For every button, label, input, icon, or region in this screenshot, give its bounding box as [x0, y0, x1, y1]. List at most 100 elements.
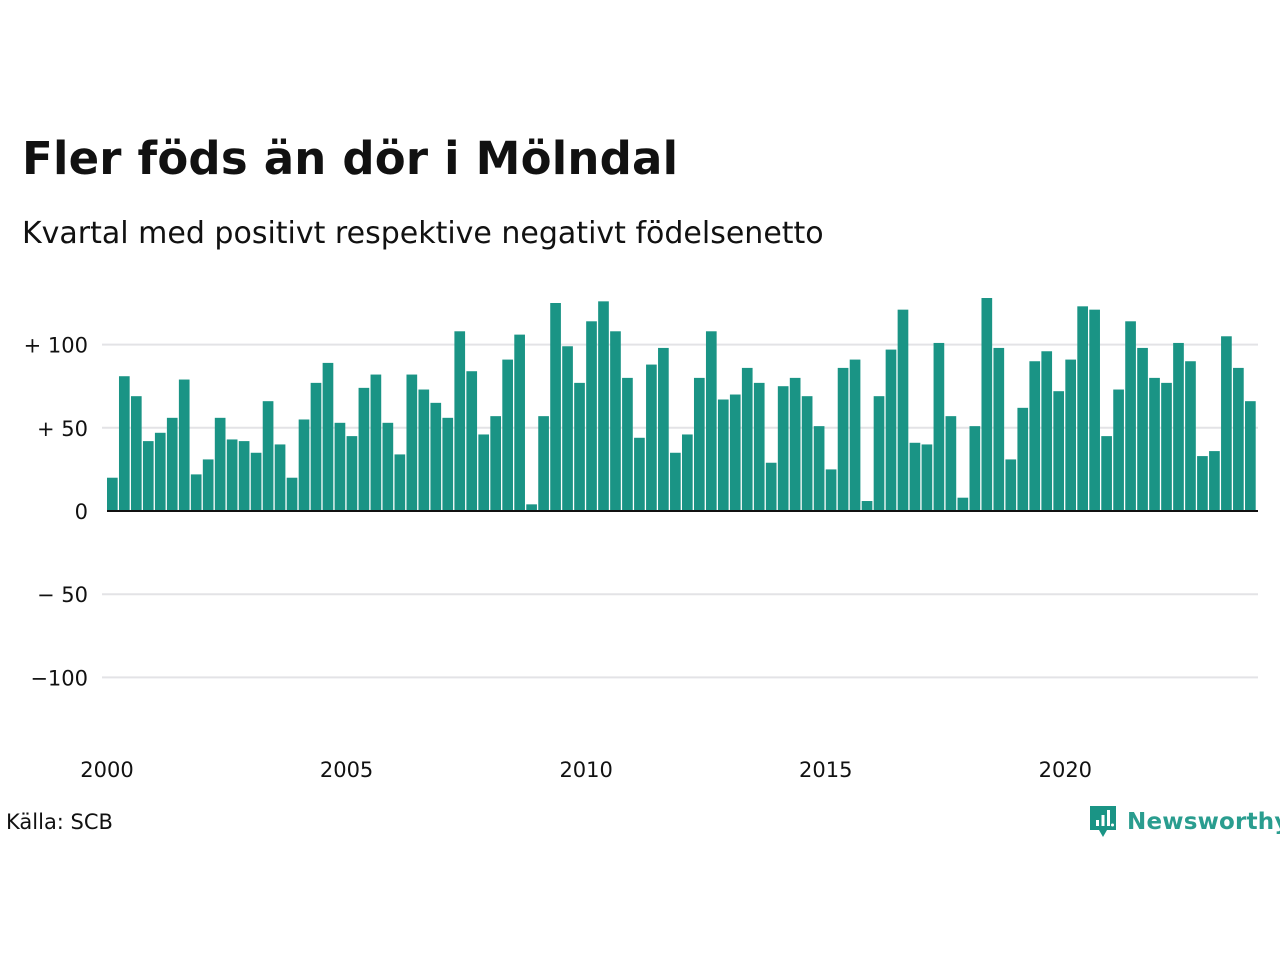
bar	[717, 399, 729, 511]
bar	[322, 362, 334, 511]
bar	[526, 504, 537, 511]
bar	[1221, 336, 1232, 511]
bar	[1233, 367, 1244, 511]
bar	[166, 417, 178, 511]
bar	[693, 377, 705, 511]
bar	[1125, 321, 1136, 511]
bar	[993, 347, 1005, 511]
bar	[190, 474, 202, 511]
bar	[358, 387, 370, 511]
bar	[1101, 436, 1112, 511]
bar	[118, 376, 130, 511]
bar	[825, 469, 837, 511]
bar	[741, 367, 753, 511]
bar	[430, 402, 442, 511]
bar	[262, 401, 274, 511]
newsworthy-logo-icon	[1090, 806, 1116, 837]
bar	[286, 477, 298, 511]
bar	[789, 377, 801, 511]
bar	[861, 501, 873, 511]
bar	[178, 379, 190, 511]
bar	[897, 309, 909, 511]
bar	[777, 386, 789, 511]
bar	[885, 349, 897, 511]
y-tick-label: 0	[75, 500, 88, 524]
y-tick-label: + 50	[37, 417, 88, 441]
newsworthy-logo[interactable]: Newsworthy	[1088, 804, 1280, 840]
bar-chart: + 100 + 50 0 − 50 −100 2000 2005 2010 2015 2020	[24, 298, 1258, 782]
bar	[909, 442, 921, 511]
x-tick-label: 2005	[320, 758, 373, 782]
bar	[310, 382, 322, 511]
bar	[957, 497, 969, 511]
bar	[753, 382, 765, 511]
bar	[837, 367, 849, 511]
bar	[490, 416, 502, 511]
bar	[969, 426, 981, 511]
y-tick-label: −100	[30, 666, 88, 690]
bar	[1209, 451, 1220, 511]
y-tick-label: + 100	[24, 334, 88, 358]
x-tick-label: 2000	[80, 758, 133, 782]
bar	[729, 394, 741, 511]
x-tick-label: 2020	[1039, 758, 1092, 782]
bar	[1089, 309, 1100, 511]
bar	[610, 331, 621, 511]
bar	[1161, 382, 1172, 511]
bar	[130, 396, 142, 511]
bar	[705, 331, 717, 511]
bar	[921, 444, 933, 511]
bar	[1173, 342, 1184, 511]
y-axis-ticks: + 100 + 50 0 − 50 −100	[24, 334, 88, 691]
bar	[873, 396, 885, 511]
bar	[226, 439, 238, 511]
bar	[1029, 361, 1041, 511]
bar	[646, 364, 657, 511]
bar	[622, 377, 633, 511]
bar	[634, 437, 645, 511]
bar	[1005, 459, 1017, 511]
bars	[107, 298, 1256, 511]
bar	[214, 417, 226, 511]
bar	[502, 359, 513, 511]
bar	[514, 334, 525, 511]
bar	[466, 371, 478, 511]
bar	[813, 426, 825, 511]
bar	[1185, 361, 1196, 511]
chart-title: Fler föds än dör i Mölndal	[22, 132, 679, 185]
bar	[238, 441, 250, 511]
bar	[1245, 401, 1256, 511]
bar	[1137, 347, 1148, 511]
bar	[418, 389, 430, 511]
bar	[370, 374, 382, 511]
bar	[550, 303, 561, 511]
x-tick-label: 2010	[559, 758, 612, 782]
bar	[274, 444, 286, 511]
bar	[670, 452, 681, 511]
bar	[382, 422, 394, 511]
bar	[1113, 389, 1124, 511]
bar	[682, 434, 693, 511]
bar	[765, 462, 777, 511]
x-tick-label: 2015	[799, 758, 852, 782]
bar	[298, 419, 310, 511]
bar	[1197, 456, 1208, 511]
bar	[1077, 306, 1088, 511]
bar	[142, 441, 154, 511]
bar	[250, 452, 262, 511]
bar	[478, 434, 490, 511]
bar	[933, 342, 945, 511]
bar	[538, 416, 549, 511]
source-note: Källa: SCB	[6, 810, 113, 834]
bar	[849, 359, 861, 511]
bar	[1053, 391, 1065, 511]
bar	[406, 374, 418, 511]
bar	[202, 459, 214, 511]
bar	[442, 417, 454, 511]
bar	[346, 436, 358, 511]
x-axis-ticks: 2000 2005 2010 2015 2020	[80, 758, 1092, 782]
bar	[454, 331, 466, 511]
bar	[107, 477, 118, 511]
bar	[562, 346, 573, 511]
bar	[598, 301, 609, 511]
